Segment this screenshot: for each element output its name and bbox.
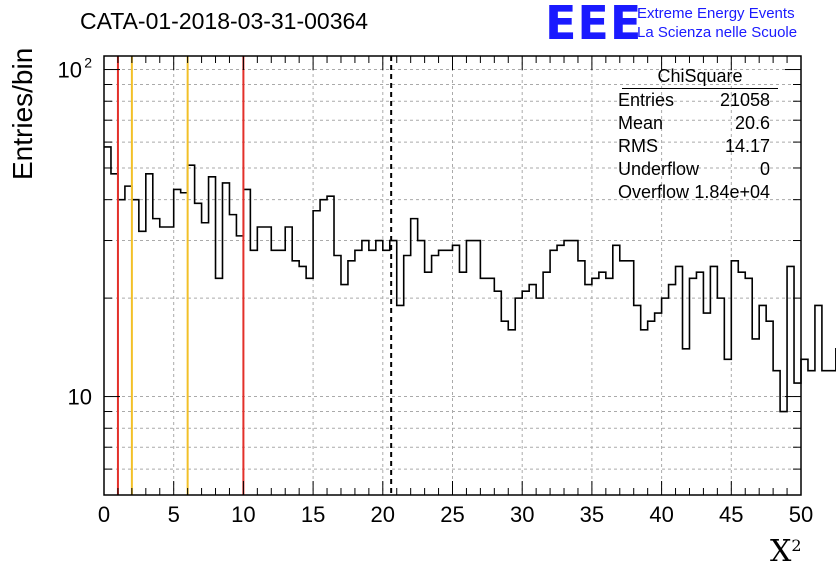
stats-label: Entries <box>618 90 675 110</box>
x-tick-label: 45 <box>719 502 743 527</box>
stats-label: Mean <box>618 113 664 133</box>
x-tick-label: 20 <box>371 502 395 527</box>
histogram-series <box>104 146 836 413</box>
logo-line-1: Extreme Energy Events <box>637 5 795 22</box>
x-tick-label: 10 <box>231 502 255 527</box>
y-tick-label: 10 <box>58 58 82 83</box>
eee-logo: EEE <box>545 0 643 50</box>
eee-logo-text: Extreme Energy Events La Scienza nelle S… <box>637 4 797 42</box>
stats-value: 1.84e+04 <box>694 182 770 202</box>
stats-row-rms: RMS 14.17 <box>612 135 778 158</box>
y-tick-label: 10 <box>68 385 92 410</box>
stats-box: ChiSquare Entries 21058 Mean 20.6 RMS 14… <box>612 66 778 204</box>
y-tick-exponent: 2 <box>84 55 92 71</box>
logo-line-2: La Scienza nelle Scuole <box>637 24 798 41</box>
x-tick-label: 0 <box>98 502 110 527</box>
stats-row-entries: Entries 21058 <box>612 89 778 112</box>
stats-label: Overflow <box>618 182 690 202</box>
stats-row-mean: Mean 20.6 <box>612 112 778 135</box>
x-axis-label-symbol: X <box>770 534 792 569</box>
stats-value: 14.17 <box>724 136 770 156</box>
x-axis-label: X2 <box>770 534 802 569</box>
stats-title: ChiSquare <box>622 66 778 89</box>
y-axis-label: Entries/bin <box>7 47 38 180</box>
stats-value: 20.6 <box>734 113 770 133</box>
x-tick-label: 30 <box>510 502 534 527</box>
x-axis-label-exponent: 2 <box>791 536 802 555</box>
stats-row-overflow: Overflow 1.84e+04 <box>612 181 778 204</box>
run-title: CATA-01-2018-03-31-00364 <box>80 8 369 34</box>
stats-value: 0 <box>759 159 770 179</box>
x-tick-label: 50 <box>789 502 813 527</box>
x-tick-label: 25 <box>440 502 464 527</box>
x-tick-label: 5 <box>168 502 180 527</box>
stats-value: 21058 <box>719 90 770 110</box>
x-tick-label: 40 <box>649 502 673 527</box>
stats-label: Underflow <box>618 159 700 179</box>
stats-label: RMS <box>618 136 658 156</box>
x-tick-label: 35 <box>580 502 604 527</box>
stats-row-underflow: Underflow 0 <box>612 158 778 181</box>
x-tick-label: 15 <box>301 502 325 527</box>
